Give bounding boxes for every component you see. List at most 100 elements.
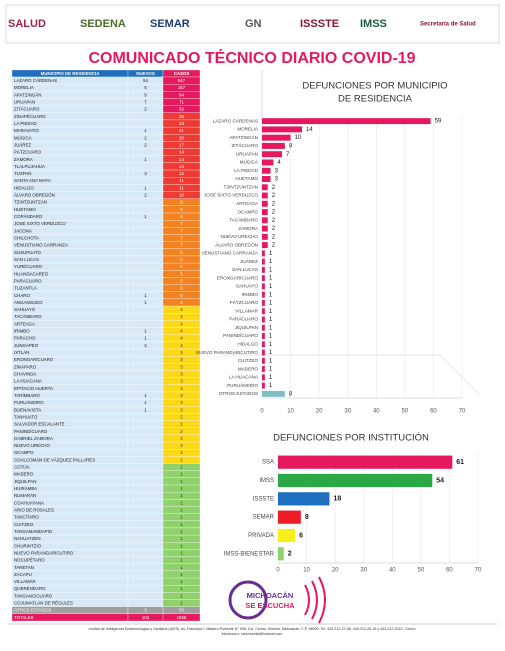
municipality: PANINDÍCUARO xyxy=(14,429,48,434)
value-label: 1 xyxy=(269,259,273,265)
value-label: 1 xyxy=(269,342,273,348)
municipality: PÁTZCUARO xyxy=(14,150,42,155)
logo-text: MICHOACÁN xyxy=(247,591,294,600)
table-cell xyxy=(127,313,164,321)
table-cell xyxy=(127,384,164,393)
bar xyxy=(262,126,302,133)
cases: 5 xyxy=(180,271,183,276)
cases: 6 xyxy=(180,264,183,269)
municipality: SALVADOR ESCALANTE xyxy=(14,422,65,427)
municipality: COAHUAYANA xyxy=(14,500,44,505)
category-label: IRIMBO xyxy=(242,292,259,297)
category-label: CUITZEO xyxy=(238,358,259,363)
new-cases: 2 xyxy=(144,135,147,140)
municipality: PARACHO xyxy=(14,336,36,341)
municipality: JUÁREZ xyxy=(14,142,31,147)
table-cell xyxy=(127,112,164,121)
category-label: ERONGARÍCUARO xyxy=(217,274,259,280)
table-cell xyxy=(127,599,164,607)
cases: 71 xyxy=(179,100,184,105)
table-cell xyxy=(127,570,164,579)
cases: 1 xyxy=(180,565,183,570)
municipality: TANGAMANDAPIO xyxy=(14,529,53,534)
bar xyxy=(262,390,285,397)
municipality: OTROS ESTADOS xyxy=(14,608,52,613)
cases: 1925 xyxy=(177,615,187,620)
table-cell xyxy=(127,270,164,278)
value-label: 1 xyxy=(269,276,273,282)
table-cell xyxy=(127,363,164,371)
value-label: 8 xyxy=(289,391,293,397)
cases: 6 xyxy=(180,250,183,255)
municipality: ZINAPÉCUARO xyxy=(14,114,46,119)
table-cell xyxy=(127,413,164,421)
bar xyxy=(262,184,268,191)
table-cell xyxy=(127,241,164,249)
bar xyxy=(262,283,265,290)
chart-title: DEFUNCIONES POR MUNICIPIO xyxy=(302,81,447,92)
municipality: HUETAMO xyxy=(14,207,36,212)
bar xyxy=(262,374,265,381)
bar xyxy=(262,258,265,265)
cases: 10 xyxy=(179,193,184,198)
cases: 5 xyxy=(180,278,183,283)
table-cell xyxy=(127,449,164,457)
cases: 6 xyxy=(180,257,183,262)
cases: 1 xyxy=(180,515,183,520)
category-label: LÁZARO CÁRDENAS xyxy=(213,117,258,123)
new-cases: 1 xyxy=(144,157,147,162)
municipality: BUENAVISTA xyxy=(14,407,41,412)
municipality: TANCÍTARO xyxy=(14,515,39,520)
category-label: ISSSTE xyxy=(253,496,274,502)
new-cases: 3 xyxy=(144,608,147,613)
cases: 1 xyxy=(180,536,183,541)
category-label: PURUÁNDIRO xyxy=(227,382,258,388)
new-cases: 1 xyxy=(144,393,147,398)
municipality: CUITZEO xyxy=(14,522,34,527)
municipality: VILLAMAR xyxy=(14,579,36,584)
logo-text: IMSS xyxy=(360,18,387,30)
cases: 4 xyxy=(180,336,183,341)
category-label: IMSS xyxy=(259,478,274,484)
value-label: 7 xyxy=(286,152,290,158)
municipality: TUXPAN xyxy=(14,171,31,176)
bar xyxy=(262,134,291,141)
logo-ring xyxy=(228,580,268,620)
cases: 1 xyxy=(180,479,183,484)
table-cell xyxy=(127,542,164,550)
new-cases: 1 xyxy=(144,293,147,298)
value-label: 1 xyxy=(269,383,273,389)
municipality: MÚGICA xyxy=(14,135,32,140)
municipality: IXTLÁN xyxy=(14,350,29,355)
cases: 14 xyxy=(179,150,184,155)
cases: 7 xyxy=(180,221,183,226)
logo-text: SALUD xyxy=(8,18,46,30)
x-tick-label: 40 xyxy=(373,409,380,415)
table-cell xyxy=(127,148,164,156)
category-label: SEMAR xyxy=(253,515,275,521)
municipality: QUERÉNDARO xyxy=(14,586,46,591)
cases: 94 xyxy=(179,92,184,97)
bar xyxy=(262,299,265,306)
x-tick-label: 40 xyxy=(389,568,396,574)
municipality: ÁLVARO OBREGÓN xyxy=(14,193,55,198)
x-tick-label: 10 xyxy=(303,568,310,574)
new-cases: 54 xyxy=(143,78,148,83)
municipality: CHURINTZIO xyxy=(14,543,42,548)
value-label: 2 xyxy=(272,201,276,207)
bar xyxy=(262,200,268,207)
table-cell xyxy=(127,227,164,235)
chart-title: DEFUNCIONES POR INSTITUCIÓN xyxy=(273,433,429,444)
table-cell xyxy=(127,434,164,443)
cases: 23 xyxy=(179,121,184,126)
table-cell xyxy=(127,248,164,257)
value-label: 3 xyxy=(275,177,279,183)
municipality: MADERO xyxy=(14,472,34,477)
category-label: SSA xyxy=(262,460,274,466)
value-label: 1 xyxy=(269,317,273,323)
cases: 4 xyxy=(180,307,183,312)
category-label: JIQUILPAN xyxy=(235,325,258,330)
cases: 5 xyxy=(180,286,183,291)
municipality: ANGANGUEO xyxy=(14,300,43,305)
value-label: 1 xyxy=(269,301,273,307)
